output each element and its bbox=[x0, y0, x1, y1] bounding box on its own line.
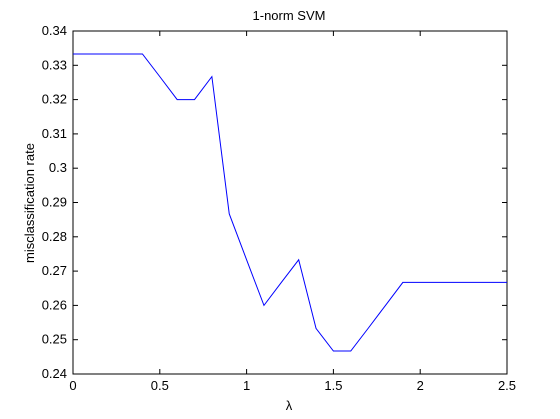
y-tick-label: 0.34 bbox=[42, 23, 67, 38]
y-tick-label: 0.29 bbox=[42, 195, 67, 210]
x-tick-label: 0 bbox=[69, 378, 76, 393]
axes-box bbox=[72, 30, 508, 375]
y-tick-label: 0.33 bbox=[42, 57, 67, 72]
x-tick-label: 2.5 bbox=[498, 378, 516, 393]
y-tick-label: 0.31 bbox=[42, 126, 67, 141]
y-tick-label: 0.24 bbox=[42, 366, 67, 381]
y-tick-label: 0.28 bbox=[42, 229, 67, 244]
plot-area: 0 0.5 1 1.5 2 2.5 0.24 0.25 0.26 0.27 0.28 0.29 0.3 0… bbox=[42, 23, 516, 393]
series-line bbox=[73, 53, 507, 352]
y-tick-label: 0.32 bbox=[42, 92, 67, 107]
y-tick-label: 0.25 bbox=[42, 332, 67, 347]
y-tick-label: 0.26 bbox=[42, 297, 67, 312]
chart-title: 1-norm SVM bbox=[253, 8, 326, 23]
y-tick-label: 0.27 bbox=[42, 263, 67, 278]
y-axis-label: misclassification rate bbox=[22, 143, 37, 263]
x-tick-label: 2 bbox=[417, 378, 424, 393]
y-tick-label: 0.3 bbox=[49, 160, 67, 175]
x-tick-label: 1.5 bbox=[324, 378, 342, 393]
x-tick-label: 0.5 bbox=[151, 378, 169, 393]
x-axis-label: λ bbox=[286, 398, 293, 413]
x-tick-label: 1 bbox=[243, 378, 250, 393]
